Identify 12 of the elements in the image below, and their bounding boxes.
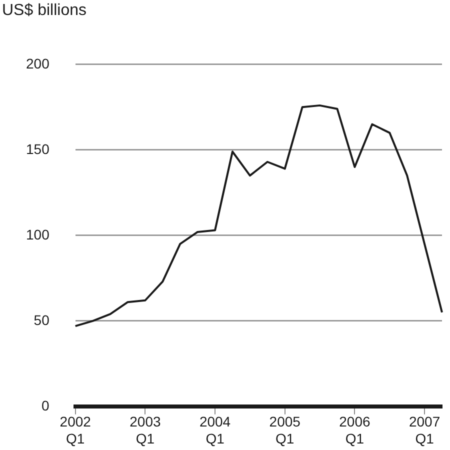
y-axis-title: US$ billions: [2, 2, 86, 20]
x-tick-label: 2004 Q1: [199, 414, 231, 446]
y-tick-label: 50: [34, 312, 50, 328]
x-tick-label: 2003 Q1: [130, 414, 161, 446]
y-tick-label: 100: [26, 226, 50, 242]
y-tick-label: 0: [42, 397, 50, 414]
x-tick-label: 2007 Q1: [408, 414, 440, 446]
y-tick-label: 150: [26, 140, 50, 157]
y-tick-label: 200: [26, 55, 50, 72]
x-tick-label: 2006 Q1: [339, 414, 370, 446]
x-tick-label: 2002 Q1: [60, 414, 92, 446]
x-tick-label: 2005 Q1: [269, 414, 301, 446]
